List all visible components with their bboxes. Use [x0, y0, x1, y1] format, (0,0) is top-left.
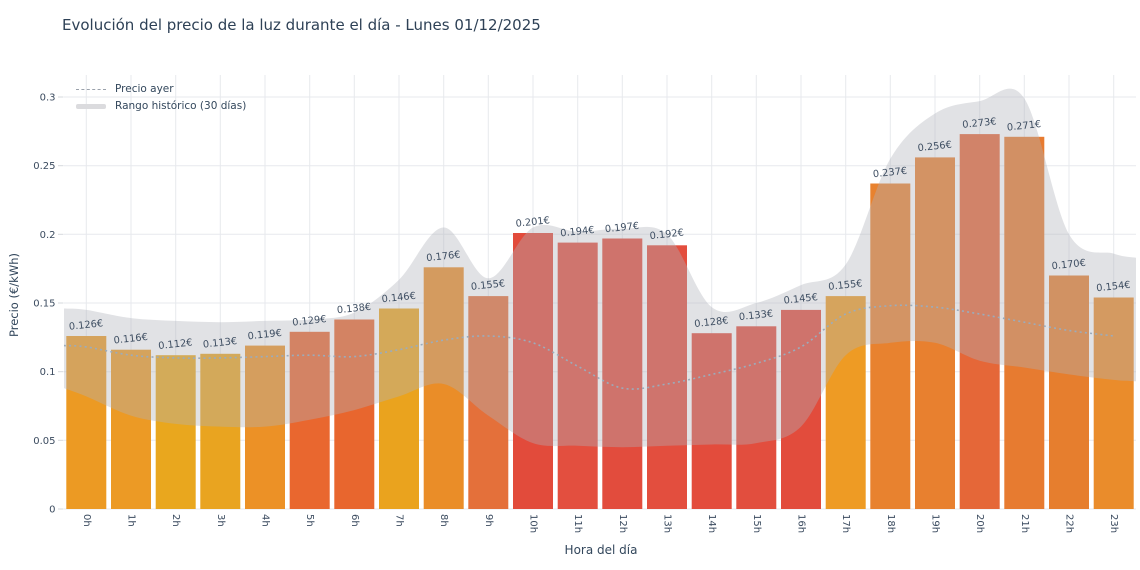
bar-7h	[379, 308, 419, 509]
bar-1h	[111, 349, 151, 509]
y-tick-label: 0.3	[40, 93, 56, 104]
y-tick-label: 0.15	[33, 299, 55, 310]
bar-value-label: 0.176€	[426, 250, 461, 265]
bar-0h	[66, 336, 107, 509]
bar-22h	[1049, 275, 1089, 509]
bar-value-label: 0.273€	[962, 116, 997, 131]
bar-value-label: 0.138€	[336, 302, 371, 317]
y-tick-label: 0	[49, 505, 55, 516]
bar-17h	[825, 296, 866, 509]
x-tick-label-20h: 20h	[974, 514, 985, 533]
x-tick-label-8h: 8h	[438, 514, 449, 527]
historic-range-band	[64, 88, 1136, 448]
bar-6h	[334, 319, 375, 509]
x-tick-label-15h: 15h	[751, 514, 762, 533]
x-tick-label-9h: 9h	[483, 514, 494, 527]
bar-13h	[647, 245, 687, 510]
bar-value-label: 0.129€	[292, 314, 327, 329]
bar-value-label: 0.155€	[470, 278, 505, 293]
bar-3h	[200, 353, 241, 509]
bar-value-label: 0.112€	[158, 337, 193, 352]
bar-value-label: 0.133€	[738, 309, 773, 324]
x-tick-label-22h: 22h	[1064, 514, 1075, 533]
chart-title: Evolución del precio de la luz durante e…	[62, 16, 541, 34]
bar-10h	[513, 233, 553, 509]
bar-14h	[691, 333, 732, 509]
bar-value-label: 0.194€	[560, 225, 595, 240]
y-tick-label: 0.2	[40, 230, 56, 241]
x-tick-label-5h: 5h	[304, 514, 315, 527]
bar-value-label: 0.126€	[68, 318, 103, 333]
bar-2h	[155, 355, 196, 509]
x-tick-label-3h: 3h	[215, 514, 226, 527]
yesterday-price-line	[63, 304, 1114, 390]
x-tick-label-6h: 6h	[349, 514, 360, 527]
x-tick-label-0h: 0h	[81, 514, 92, 527]
bar-value-label: 0.116€	[113, 332, 148, 347]
bar-value-label: 0.154€	[1096, 280, 1131, 295]
x-tick-label-12h: 12h	[617, 514, 628, 533]
bar-value-label: 0.170€	[1051, 258, 1086, 273]
bar-value-label: 0.146€	[381, 291, 416, 306]
y-tick-label: 0.05	[33, 436, 55, 447]
x-tick-label-4h: 4h	[260, 514, 271, 527]
bar-value-label: 0.201€	[515, 215, 550, 230]
x-tick-label-10h: 10h	[528, 514, 539, 533]
legend-item-precio-ayer: Precio ayer	[76, 82, 246, 96]
bar-9h	[468, 296, 509, 509]
legend-label-rango-historico: Rango histórico (30 días)	[115, 100, 247, 112]
bar-8h	[423, 267, 464, 509]
bar-20h	[959, 134, 1000, 509]
bar-23h	[1093, 297, 1134, 509]
y-tick-label: 0.25	[33, 161, 55, 172]
x-tick-label-14h: 14h	[706, 514, 717, 533]
y-axis-label: Precio (€/kWh)	[7, 253, 21, 337]
x-tick-label-23h: 23h	[1108, 514, 1119, 533]
bar-value-label: 0.145€	[783, 292, 818, 307]
bar-4h	[245, 345, 285, 509]
x-tick-label-17h: 17h	[840, 514, 851, 533]
legend: Precio ayer Rango histórico (30 días)	[76, 82, 246, 113]
bar-18h	[870, 183, 911, 509]
bar-15h	[736, 326, 777, 509]
bar-value-label: 0.237€	[872, 166, 907, 181]
y-tick-label: 0.1	[40, 367, 56, 378]
bar-value-label: 0.192€	[649, 228, 684, 243]
x-tick-label-1h: 1h	[126, 514, 137, 527]
x-tick-label-19h: 19h	[930, 514, 941, 533]
x-tick-label-16h: 16h	[796, 514, 807, 533]
bar-16h	[781, 309, 821, 509]
x-tick-label-2h: 2h	[170, 514, 181, 527]
bar-value-label: 0.128€	[694, 315, 729, 330]
bar-value-label: 0.256€	[917, 140, 952, 155]
bar-value-label: 0.155€	[828, 278, 863, 293]
x-tick-label-11h: 11h	[572, 514, 583, 533]
x-tick-label-7h: 7h	[394, 514, 405, 527]
x-tick-label-13h: 13h	[662, 514, 673, 533]
dashed-line-swatch	[76, 88, 106, 90]
x-tick-label-18h: 18h	[885, 514, 896, 533]
legend-item-rango-historico: Rango histórico (30 días)	[76, 99, 246, 113]
band-swatch	[76, 103, 106, 109]
bar-12h	[602, 238, 643, 509]
bar-value-label: 0.197€	[604, 221, 639, 236]
bar-11h	[557, 242, 598, 509]
x-tick-label-21h: 21h	[1019, 514, 1030, 533]
legend-label-precio-ayer: Precio ayer	[115, 83, 174, 95]
bar-19h	[915, 157, 955, 509]
bar-5h	[289, 331, 330, 509]
bar-value-label: 0.271€	[1006, 119, 1041, 134]
bar-value-label: 0.113€	[202, 336, 237, 351]
bar-value-label: 0.119€	[247, 328, 282, 343]
x-axis-label: Hora del día	[564, 543, 638, 557]
